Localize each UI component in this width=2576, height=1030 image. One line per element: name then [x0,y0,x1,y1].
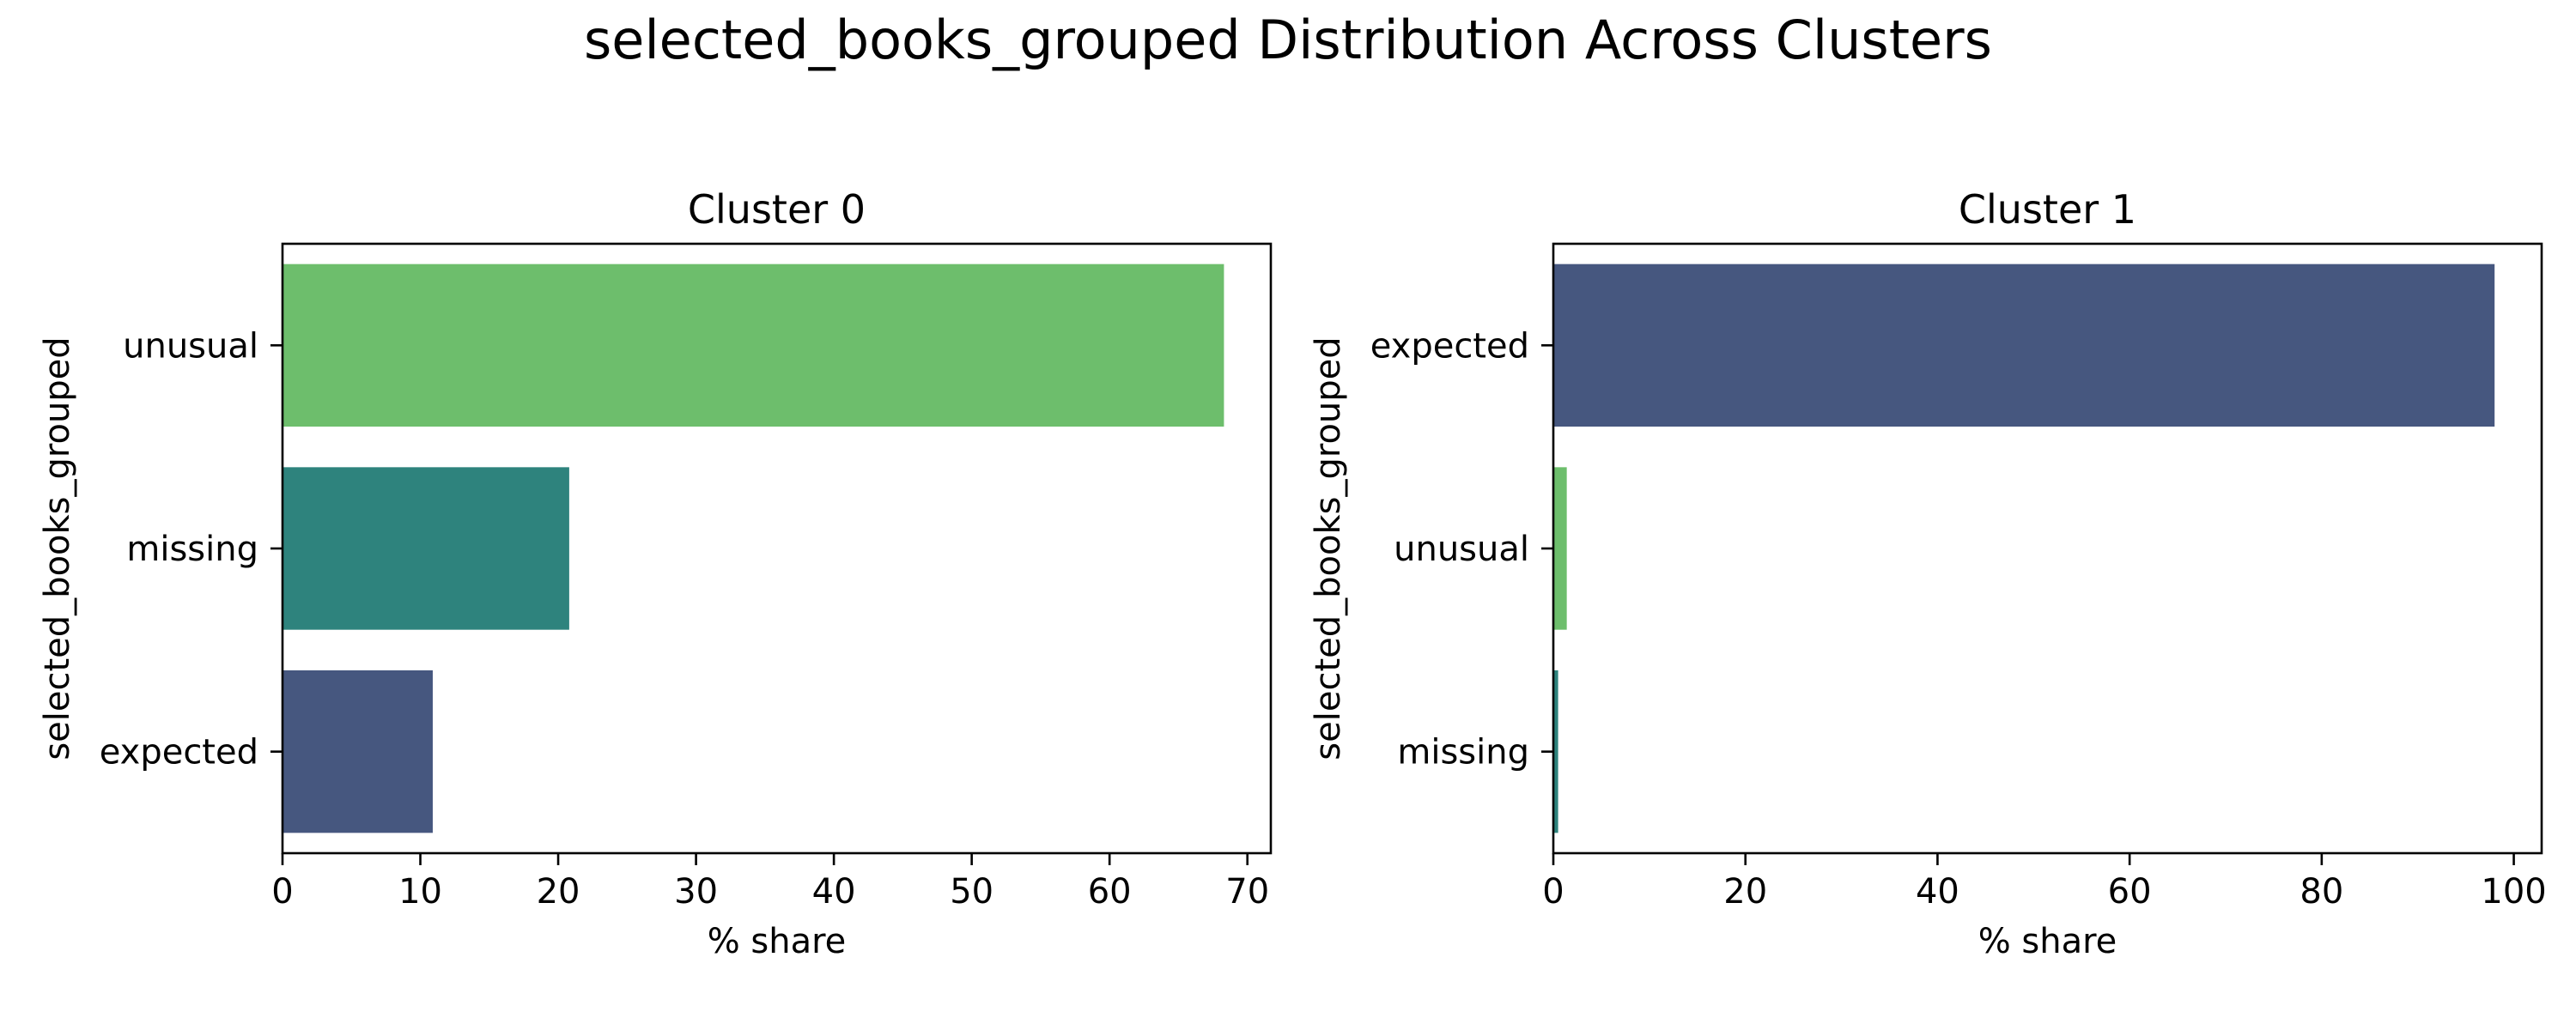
bar-unusual [1553,467,1567,630]
y-tick-label: expected [100,733,258,772]
x-tick-label: 70 [1225,872,1269,912]
y-tick-label: missing [1397,733,1529,772]
x-tick-label: 60 [2108,872,2152,912]
chart-panels: unusual missing expected 0 10 20 30 40 50 60 70 Clu… [38,186,2547,961]
x-axis-label: % share [1978,922,2117,961]
x-tick-label: 0 [1542,872,1564,912]
x-tick-label: 30 [674,872,718,912]
y-axis-label: selected_books_grouped [1309,336,1348,760]
chart-title: Cluster 0 [688,186,866,233]
x-tick-label: 10 [398,872,442,912]
bar-expected [283,670,433,833]
x-axis-label: % share [708,922,847,961]
chart-title: Cluster 1 [1959,186,2136,233]
chart-panel-0: unusual missing expected 0 10 20 30 40 50 60 70 Clu… [38,186,1273,961]
x-tick-label: 40 [812,872,856,912]
bar-missing [1553,670,1558,833]
figure-title: selected_books_grouped Distribution Acro… [584,9,1992,71]
y-tick-label: expected [1370,326,1529,366]
y-tick-label: unusual [1394,530,1529,569]
x-tick-label: 20 [1723,872,1767,912]
bar-missing [283,467,569,630]
bar-unusual [283,264,1224,427]
x-tick-label: 40 [1916,872,1959,912]
x-tick-label: 60 [1088,872,1132,912]
x-tick-label: 80 [2300,872,2343,912]
x-tick-label: 20 [537,872,580,912]
y-axis-label: selected_books_grouped [38,336,77,760]
bar-expected [1553,264,2495,427]
chart-panel-1: expected unusual missing 0 20 40 60 80 100 Cluste… [1309,186,2547,961]
y-tick-label: unusual [123,326,258,366]
y-tick-label: missing [126,530,258,569]
x-tick-label: 50 [950,872,993,912]
x-tick-label: 0 [271,872,293,912]
x-tick-label: 100 [2481,872,2546,912]
